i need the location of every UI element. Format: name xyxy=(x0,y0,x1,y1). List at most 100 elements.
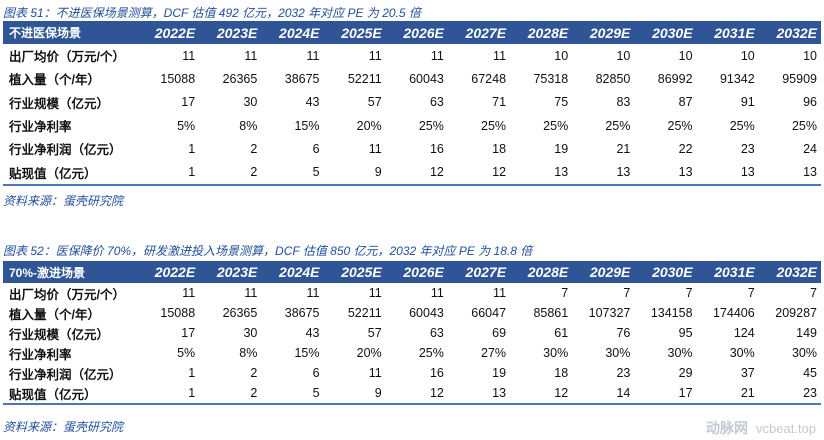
cell-value: 91 xyxy=(740,95,755,110)
cell-value: 12 xyxy=(429,165,444,180)
cell-value: 13 xyxy=(616,165,631,180)
cell-value: 69 xyxy=(492,326,507,340)
cell-value: 7 xyxy=(810,286,817,300)
cell-value: 30% xyxy=(667,346,693,360)
cell-value: 30 xyxy=(243,95,258,110)
cell-value: 11 xyxy=(306,48,320,63)
cell-value: 25% xyxy=(605,118,631,133)
cell-value: 30 xyxy=(243,326,258,340)
cell-value: 96 xyxy=(803,95,817,110)
cell-value: 2 xyxy=(250,165,258,180)
cell-value: 12 xyxy=(492,165,507,180)
cell-value: 52211 xyxy=(347,306,382,320)
table-row: 行业净利润（亿元） 1 2 6 11 16 18 19 21 22 23 24 xyxy=(3,137,821,160)
cell-value: 57 xyxy=(367,326,382,340)
cell-value: 16 xyxy=(429,366,444,380)
cell-value: 20% xyxy=(356,346,382,360)
year-header: 2024E xyxy=(261,261,324,283)
cell-value: 174406 xyxy=(713,306,755,320)
cell-value: 38675 xyxy=(284,71,320,86)
cell-value: 27% xyxy=(481,346,507,360)
cell-value: 11 xyxy=(430,286,444,300)
cell-value: 6 xyxy=(312,366,320,380)
scenario-label: 不进医保场景 xyxy=(3,21,137,44)
cell-value: 124 xyxy=(733,326,755,340)
table-row: 贴现值（亿元） 1 2 5 9 12 12 13 13 13 13 13 xyxy=(3,160,821,185)
year-header: 2027E xyxy=(447,21,511,44)
table-row: 行业净利率 5% 8% 15% 20% 25% 25% 25% 25% 25% 25% 25% xyxy=(3,114,821,137)
header-row: 70%-激进场景 2022E 2023E 2024E 2025E 2026E 2027E 20… xyxy=(3,261,821,283)
cell-value: 43 xyxy=(305,326,320,340)
row-label: 行业规模（亿元） xyxy=(9,96,110,111)
cell-value: 8% xyxy=(239,118,258,133)
watermark: 动脉网 vcbeat.top xyxy=(706,418,816,438)
cell-value: 20% xyxy=(356,118,382,133)
table-row: 出厂均价（万元/个） 11 11 11 11 11 11 10 10 10 10 10 xyxy=(3,44,821,67)
year-header: 2022E xyxy=(137,21,200,44)
cell-value: 30% xyxy=(605,346,631,360)
cell-value: 16 xyxy=(429,141,444,156)
cell-value: 5 xyxy=(312,165,320,180)
cell-value: 11 xyxy=(244,48,258,63)
cell-value: 75318 xyxy=(533,71,569,86)
cell-value: 71 xyxy=(492,95,507,110)
cell-value: 6 xyxy=(312,141,320,156)
table-row: 行业净利率 5% 8% 15% 20% 25% 27% 30% 30% 30% 30% 30% xyxy=(3,343,821,363)
cell-value: 10 xyxy=(554,48,569,63)
row-label: 贴现值（亿元） xyxy=(9,387,97,402)
cell-value: 10 xyxy=(803,48,817,63)
watermark-logo: 动脉网 xyxy=(706,420,748,436)
cell-value: 5 xyxy=(312,386,320,400)
cell-value: 25% xyxy=(791,118,817,133)
row-label: 植入量（个/年） xyxy=(9,307,100,322)
cell-value: 2 xyxy=(250,141,258,156)
cell-value: 37 xyxy=(740,366,755,380)
year-header: 2028E xyxy=(510,261,573,283)
year-header: 2026E xyxy=(385,261,448,283)
cell-value: 9 xyxy=(374,386,382,400)
cell-value: 15088 xyxy=(160,306,196,320)
cell-value: 25% xyxy=(729,118,755,133)
cell-value: 85861 xyxy=(533,306,569,320)
cell-value: 21 xyxy=(616,141,631,156)
year-header: 2031E xyxy=(696,261,759,283)
cell-value: 66047 xyxy=(471,306,507,320)
cell-value: 10 xyxy=(678,48,693,63)
cell-value: 8% xyxy=(239,346,258,360)
cell-value: 45 xyxy=(803,366,817,380)
cell-value: 23 xyxy=(803,386,817,400)
cell-value: 57 xyxy=(367,95,382,110)
table-row: 行业规模（亿元） 17 30 43 57 63 71 75 83 87 91 96 xyxy=(3,91,821,114)
cell-value: 30% xyxy=(791,346,817,360)
year-header: 2027E xyxy=(447,261,511,283)
cell-value: 11 xyxy=(368,286,382,300)
year-header: 2025E xyxy=(323,261,386,283)
cell-value: 63 xyxy=(429,95,444,110)
year-header: 2023E xyxy=(199,21,262,44)
cell-value: 30% xyxy=(729,346,755,360)
table1-caption: 图表 51：不进医保场景测算，DCF 估值 492 亿元，2032 年对应 PE… xyxy=(3,6,421,20)
cell-value: 23 xyxy=(616,366,631,380)
year-header: 2032E xyxy=(758,261,821,283)
cell-value: 15% xyxy=(294,346,320,360)
cell-value: 61 xyxy=(554,326,569,340)
year-header: 2029E xyxy=(572,261,635,283)
table2-source: 资料来源：蛋壳研究院 xyxy=(3,420,124,434)
cell-value: 26365 xyxy=(222,71,258,86)
cell-value: 21 xyxy=(740,386,755,400)
cell-value: 5% xyxy=(177,346,196,360)
cell-value: 18 xyxy=(492,141,507,156)
cell-value: 23 xyxy=(740,141,755,156)
row-label: 行业净利率 xyxy=(9,347,72,362)
year-header: 2031E xyxy=(696,21,759,44)
cell-value: 13 xyxy=(678,165,693,180)
cell-value: 75 xyxy=(554,95,569,110)
cell-value: 25% xyxy=(667,118,693,133)
cell-value: 13 xyxy=(803,165,817,180)
header-row: 不进医保场景 2022E 2023E 2024E 2025E 2026E 2027E 2028… xyxy=(3,21,821,44)
table2: 70%-激进场景 2022E 2023E 2024E 2025E 2026E 2027E 20… xyxy=(3,261,821,405)
cell-value: 7 xyxy=(747,286,755,300)
cell-value: 11 xyxy=(182,48,196,63)
table1: 不进医保场景 2022E 2023E 2024E 2025E 2026E 2027E 2028… xyxy=(3,21,821,186)
cell-value: 11 xyxy=(368,48,382,63)
